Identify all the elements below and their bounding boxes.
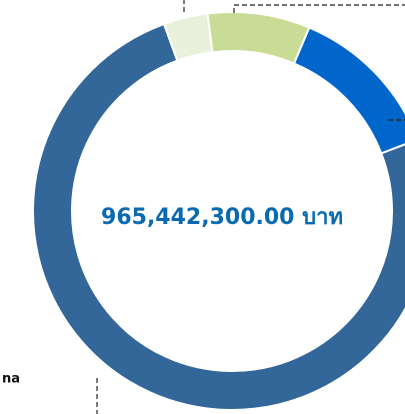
- center-label: 965,442,300.00 บาท: [101, 205, 343, 230]
- slice-label: na: [2, 372, 20, 387]
- donut-slice: [206, 11, 311, 65]
- donut-slice: [32, 22, 405, 411]
- donut-slice: [292, 26, 405, 155]
- donut: [32, 11, 405, 411]
- leader-line: [233, 4, 405, 13]
